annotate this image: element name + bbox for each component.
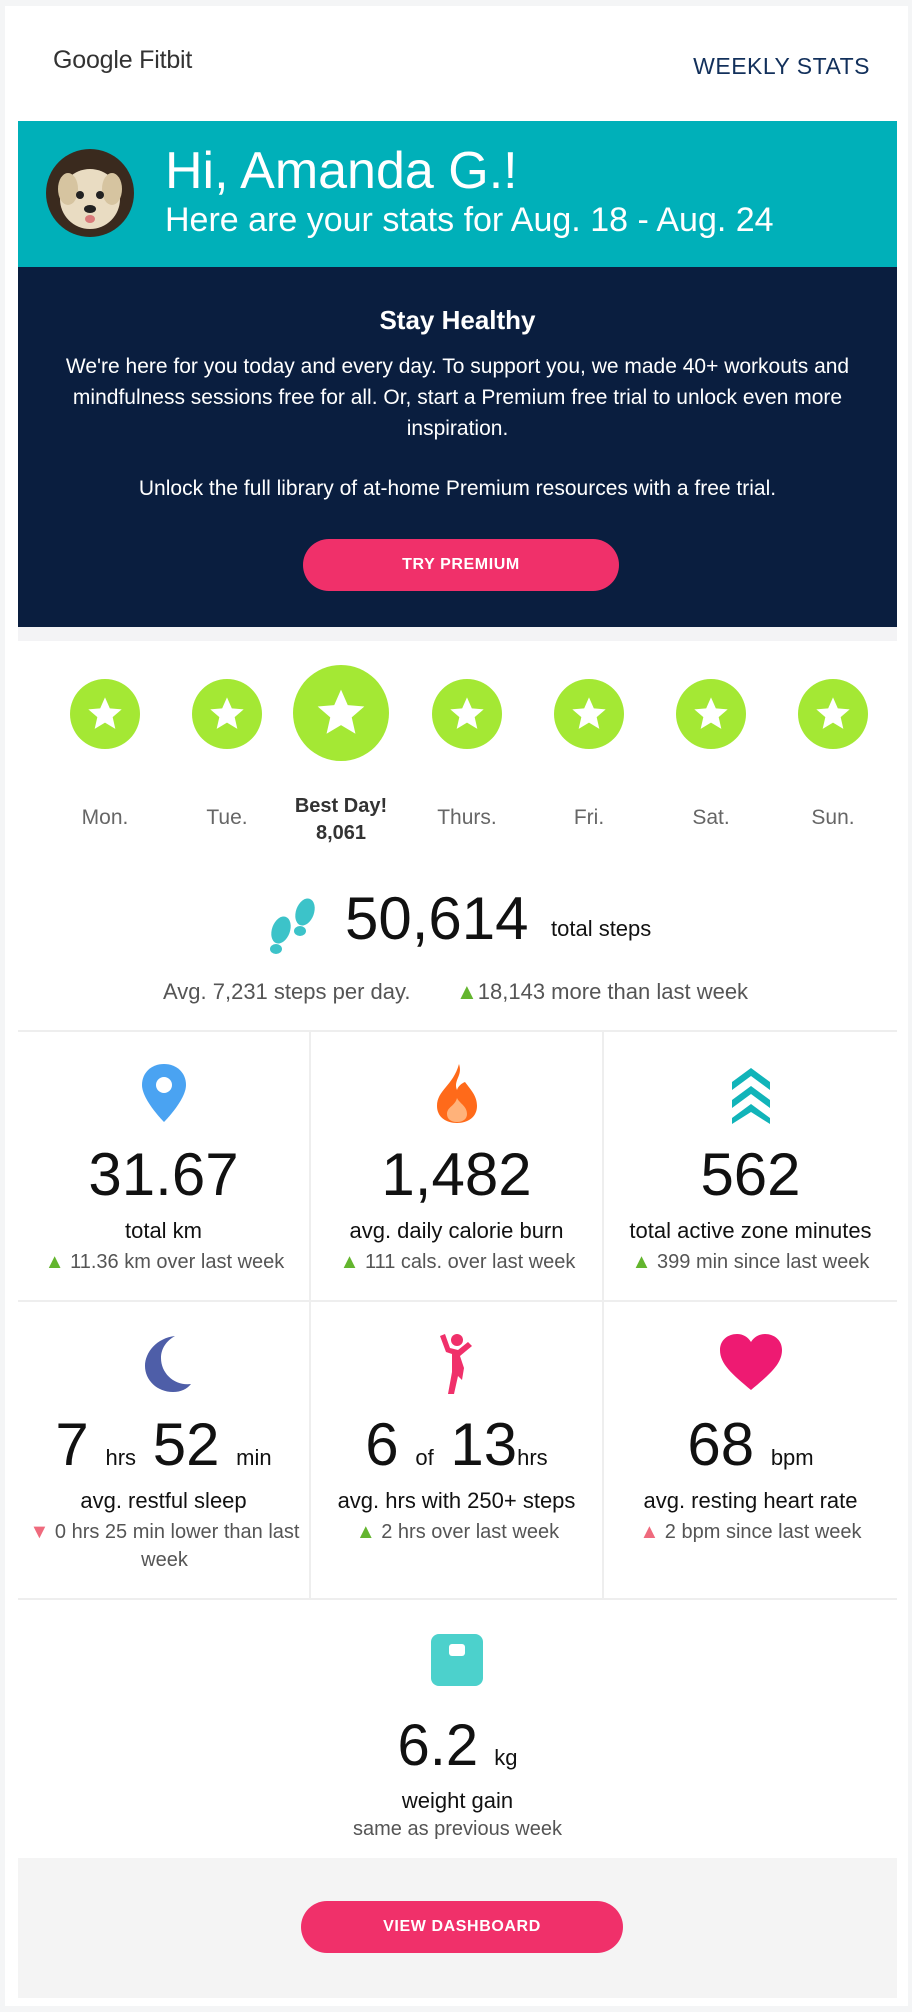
metric-weight: 6.2 kg weight gain same as previous week (18, 1598, 897, 1858)
hourly-steps-delta: ▲ 2 hrs over last week (321, 1518, 594, 1546)
day-label: Thurs. (437, 806, 497, 829)
heart-rate-value: 68 bpm (604, 1410, 897, 1479)
best-day-label: Best Day! (294, 795, 388, 817)
azm-value: 562 (700, 1141, 801, 1208)
divider (18, 627, 897, 641)
metric-active-zone: 562 total active zone minutes ▲ 399 min … (604, 1030, 897, 1300)
chevrons-up-icon (728, 1062, 774, 1129)
star-icon (70, 679, 140, 749)
azm-delta-text: 399 min since last week (657, 1251, 870, 1273)
sleep-delta: ▼ 0 hrs 25 min lower than last week (28, 1518, 301, 1574)
day-label: Mon. (81, 806, 129, 829)
heart-icon (718, 1332, 784, 1397)
distance-label: total km (124, 1218, 203, 1243)
premium-promo: Stay Healthy We're here for you today an… (18, 267, 897, 627)
moon-icon (135, 1332, 193, 1399)
up-arrow-icon: ▲ (639, 1521, 660, 1543)
azm-label: total active zone minutes (629, 1218, 872, 1243)
distance-delta-text: 11.36 km over last week (70, 1251, 285, 1273)
promo-title: Stay Healthy (379, 305, 536, 335)
greeting: Hi, Amanda G.! (165, 142, 518, 200)
total-steps-value: 50,614 (345, 885, 529, 952)
metric-distance: 31.67 total km ▲ 11.36 km over last week (18, 1030, 311, 1300)
heart-rate-unit: bpm (770, 1445, 814, 1470)
footer: VIEW DASHBOARD (18, 1858, 897, 1998)
sleep-hours-unit: hrs (105, 1445, 137, 1470)
calorie-value: 1,482 (381, 1141, 532, 1208)
hourly-steps-label: avg. hrs with 250+ steps (337, 1488, 576, 1513)
up-arrow-icon: ▲ (44, 1251, 65, 1273)
weight-value: 6.2 kg (18, 1712, 897, 1779)
calorie-delta-text: 111 cals. over last week (364, 1251, 576, 1273)
weight-number: 6.2 (397, 1713, 479, 1778)
day-label: Tue. (206, 806, 248, 829)
steps-summary: 50,614 total steps Avg. 7,231 steps per … (18, 876, 897, 1026)
star-icon (293, 665, 389, 761)
steps-delta-text: 18,143 more than last week (477, 979, 749, 1004)
avg-steps: Avg. 7,231 steps per day. (163, 979, 411, 1004)
metric-heart-rate: 68 bpm avg. resting heart rate ▲ 2 bpm s… (604, 1300, 897, 1598)
best-day-steps: 8,061 (315, 822, 367, 844)
up-arrow-icon: ▲ (631, 1251, 652, 1273)
star-icon (432, 679, 502, 749)
location-pin-icon (139, 1062, 189, 1129)
avatar (46, 149, 134, 237)
day-label: Sat. (692, 806, 730, 829)
sleep-minutes-unit: min (236, 1445, 272, 1470)
down-arrow-icon: ▼ (29, 1521, 50, 1543)
email-container: Google Fitbit WEEKLY STATS Hi, Amanda G.… (5, 6, 908, 2006)
star-icon (554, 679, 624, 749)
hourly-steps-total: 13 (450, 1411, 518, 1478)
metric-hourly-steps: 6 of 13hrs avg. hrs with 250+ steps ▲ 2 … (311, 1300, 604, 1598)
promo-body: We're here for you today and every day. … (65, 355, 850, 440)
star-icon (192, 679, 262, 749)
heart-rate-delta: ▲ 2 bpm since last week (614, 1518, 887, 1546)
hourly-steps-delta-text: 2 hrs over last week (381, 1521, 560, 1543)
steps-delta: ▲18,143 more than last week (456, 979, 748, 1005)
scale-icon (429, 1632, 485, 1693)
up-arrow-icon: ▲ (339, 1251, 360, 1273)
weight-delta: same as previous week (353, 1818, 562, 1840)
star-icon (676, 679, 746, 749)
header: Google Fitbit WEEKLY STATS (5, 6, 908, 121)
weight-unit: kg (494, 1745, 518, 1770)
daily-goals: Mon. Tue. Best Day! 8,061 Thurs. Fri. (18, 641, 897, 861)
sleep-label: avg. restful sleep (80, 1488, 247, 1513)
distance-value: 31.67 (88, 1141, 239, 1208)
hourly-steps-unit: hrs (517, 1445, 548, 1470)
date-range: Here are your stats for Aug. 18 - Aug. 2… (165, 201, 774, 239)
up-arrow-icon: ▲ (355, 1521, 376, 1543)
total-steps-unit: total steps (551, 916, 652, 941)
sleep-hours: 7 (55, 1411, 89, 1478)
heart-rate-number: 68 (687, 1411, 755, 1478)
hourly-steps-achieved: 6 (365, 1411, 399, 1478)
hero-banner: Hi, Amanda G.! Here are your stats for A… (18, 121, 897, 267)
calorie-delta: ▲ 111 cals. over last week (321, 1248, 594, 1276)
view-dashboard-button[interactable]: VIEW DASHBOARD (301, 1901, 623, 1953)
azm-delta: ▲ 399 min since last week (614, 1248, 887, 1276)
sleep-value: 7 hrs 52 min (18, 1410, 309, 1479)
heart-rate-delta-text: 2 bpm since last week (664, 1521, 862, 1543)
distance-delta: ▲ 11.36 km over last week (28, 1248, 301, 1276)
up-arrow-icon: ▲ (456, 979, 478, 1004)
heart-rate-label: avg. resting heart rate (643, 1488, 858, 1513)
metric-calories: 1,482 avg. daily calorie burn ▲ 111 cals… (311, 1030, 604, 1300)
hourly-steps-of: of (415, 1445, 434, 1470)
star-icon (798, 679, 868, 749)
hourly-steps-value: 6 of 13hrs (311, 1410, 602, 1479)
day-label: Fri. (573, 806, 605, 829)
fitbit-logo[interactable]: Google Fitbit (53, 46, 193, 74)
sleep-minutes: 52 (152, 1411, 220, 1478)
weekly-stats-link[interactable]: WEEKLY STATS (693, 53, 870, 79)
person-icon (434, 1332, 480, 1403)
sleep-delta-text: 0 hrs 25 min lower than last week (54, 1521, 300, 1571)
weight-label: weight gain (401, 1788, 514, 1813)
calorie-label: avg. daily calorie burn (349, 1218, 564, 1243)
try-premium-button[interactable]: TRY PREMIUM (303, 539, 619, 591)
day-label: Sun. (811, 806, 855, 829)
footprints-icon (263, 894, 325, 961)
flame-icon (433, 1062, 481, 1129)
metric-sleep: 7 hrs 52 min avg. restful sleep ▼ 0 hrs … (18, 1300, 311, 1598)
promo-unlock: Unlock the full library of at-home Premi… (138, 477, 777, 500)
